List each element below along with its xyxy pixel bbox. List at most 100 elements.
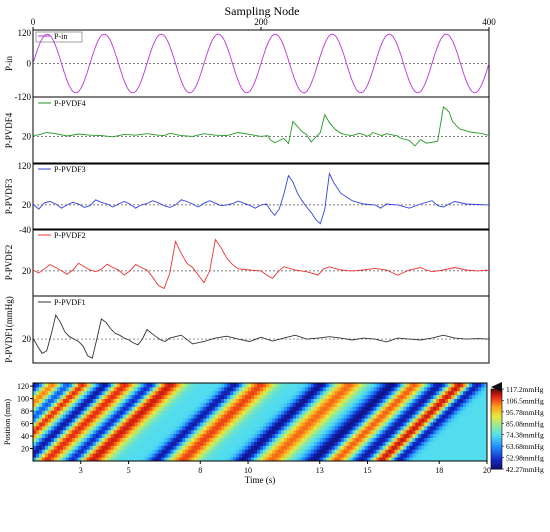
heatmap-cell <box>257 394 261 399</box>
heatmap-cell <box>280 398 285 403</box>
heatmap-cell <box>274 414 279 419</box>
heatmap-cell <box>280 394 285 399</box>
heatmap-cell <box>322 386 327 392</box>
heatmap-cell <box>406 414 410 419</box>
heatmap-cell <box>47 398 52 403</box>
heatmap-cell <box>475 410 479 415</box>
heatmap-cell <box>325 437 330 442</box>
heatmap-cell <box>59 410 64 415</box>
heatmap-cell <box>110 425 115 431</box>
heatmap-cell <box>379 406 383 411</box>
heatmap-cell <box>370 453 374 458</box>
heatmap-cell <box>373 453 377 458</box>
heatmap-cell <box>355 386 359 392</box>
heatmap-cell <box>382 410 386 415</box>
heatmap-cell <box>277 383 282 388</box>
heatmap-cell <box>236 398 240 403</box>
colorbar-cell <box>491 401 502 404</box>
heatmap-cell <box>400 406 404 411</box>
heatmap-cell <box>224 457 228 462</box>
heatmap-cell <box>451 425 455 431</box>
heatmap-cell <box>83 449 88 454</box>
heatmap-cell <box>442 429 446 435</box>
heatmap-cell <box>319 425 324 431</box>
heatmap-cell <box>409 425 413 431</box>
heatmap-cell <box>421 449 425 454</box>
heatmap-cell <box>472 414 476 419</box>
heatmap-cell <box>274 457 279 462</box>
heatmap-cell <box>56 402 61 407</box>
heatmap-cell <box>197 429 201 435</box>
heatmap-cell <box>322 422 327 427</box>
heatmap-cell <box>53 394 58 399</box>
heatmap-cell <box>227 422 231 427</box>
heatmap-cell <box>409 441 413 446</box>
heatmap-cell <box>107 457 112 462</box>
colorbar-label: 74.38mmHg <box>506 431 544 440</box>
heatmap-cell <box>113 398 118 403</box>
heatmap-cell <box>424 398 428 403</box>
heatmap-cell <box>364 429 368 435</box>
heatmap-cell <box>86 422 91 427</box>
heatmap-cell <box>200 449 204 454</box>
heatmap-cell <box>251 390 255 396</box>
heatmap-cell <box>227 410 231 415</box>
heatmap-cell <box>373 386 377 392</box>
heatmap-cell <box>41 437 46 442</box>
heatmap-cell <box>313 425 318 431</box>
heatmap-cell <box>125 418 129 423</box>
heatmap-cell <box>197 425 201 431</box>
heatmap-cell <box>319 445 324 450</box>
heatmap-cell <box>436 422 440 427</box>
heatmap-cell <box>140 429 144 435</box>
heatmap-cell <box>469 394 473 399</box>
heatmap-cell <box>334 433 339 438</box>
heatmap-cell <box>149 414 153 419</box>
heatmap-cell <box>286 394 291 399</box>
heatmap-cell <box>403 445 407 450</box>
heatmap-cell <box>394 418 398 423</box>
heatmap-cell <box>316 386 321 392</box>
heatmap-cell <box>340 453 345 458</box>
heatmap-cell <box>50 445 55 450</box>
heatmap-cell <box>439 433 443 438</box>
heatmap-cell <box>95 394 100 399</box>
heatmap-cell <box>116 383 121 388</box>
heatmap-cell <box>352 406 356 411</box>
heatmap-cell <box>101 386 106 392</box>
heatmap-cell <box>122 429 126 435</box>
heatmap-cell <box>125 398 129 403</box>
heatmap-cell <box>110 418 115 423</box>
heatmap-cell <box>376 449 380 454</box>
heatmap-cell <box>80 386 85 392</box>
heatmap-cell <box>74 418 79 423</box>
heatmap-cell <box>298 394 303 399</box>
heatmap-cell <box>35 418 40 423</box>
heatmap-cell <box>251 453 255 458</box>
heatmap-cell <box>242 390 246 396</box>
heatmap-cell <box>364 402 368 407</box>
heatmap-cell <box>373 425 377 431</box>
heatmap-cell <box>65 445 70 450</box>
heatmap-cell <box>80 398 85 403</box>
heatmap-cell <box>391 394 395 399</box>
heatmap-cell <box>83 422 88 427</box>
heatmap-cell <box>403 425 407 431</box>
heatmap-cell <box>227 449 231 454</box>
heatmap-cell <box>218 425 222 431</box>
heatmap-cell <box>149 410 153 415</box>
heatmap-cell <box>248 429 252 435</box>
heatmap-cell <box>436 410 440 415</box>
heatmap-cell <box>412 402 416 407</box>
heatmap-cell <box>98 406 103 411</box>
heatmap-cell <box>80 457 85 462</box>
heatmap-cell <box>77 449 82 454</box>
heatmap-cell <box>212 445 216 450</box>
heatmap-cell <box>301 445 306 450</box>
heatmap-cell <box>254 414 258 419</box>
heatmap-cell <box>152 457 156 462</box>
heatmap-cell <box>388 402 392 407</box>
heatmap-cell <box>394 445 398 450</box>
heatmap-cell <box>80 402 85 407</box>
heatmap-cell <box>475 441 479 446</box>
